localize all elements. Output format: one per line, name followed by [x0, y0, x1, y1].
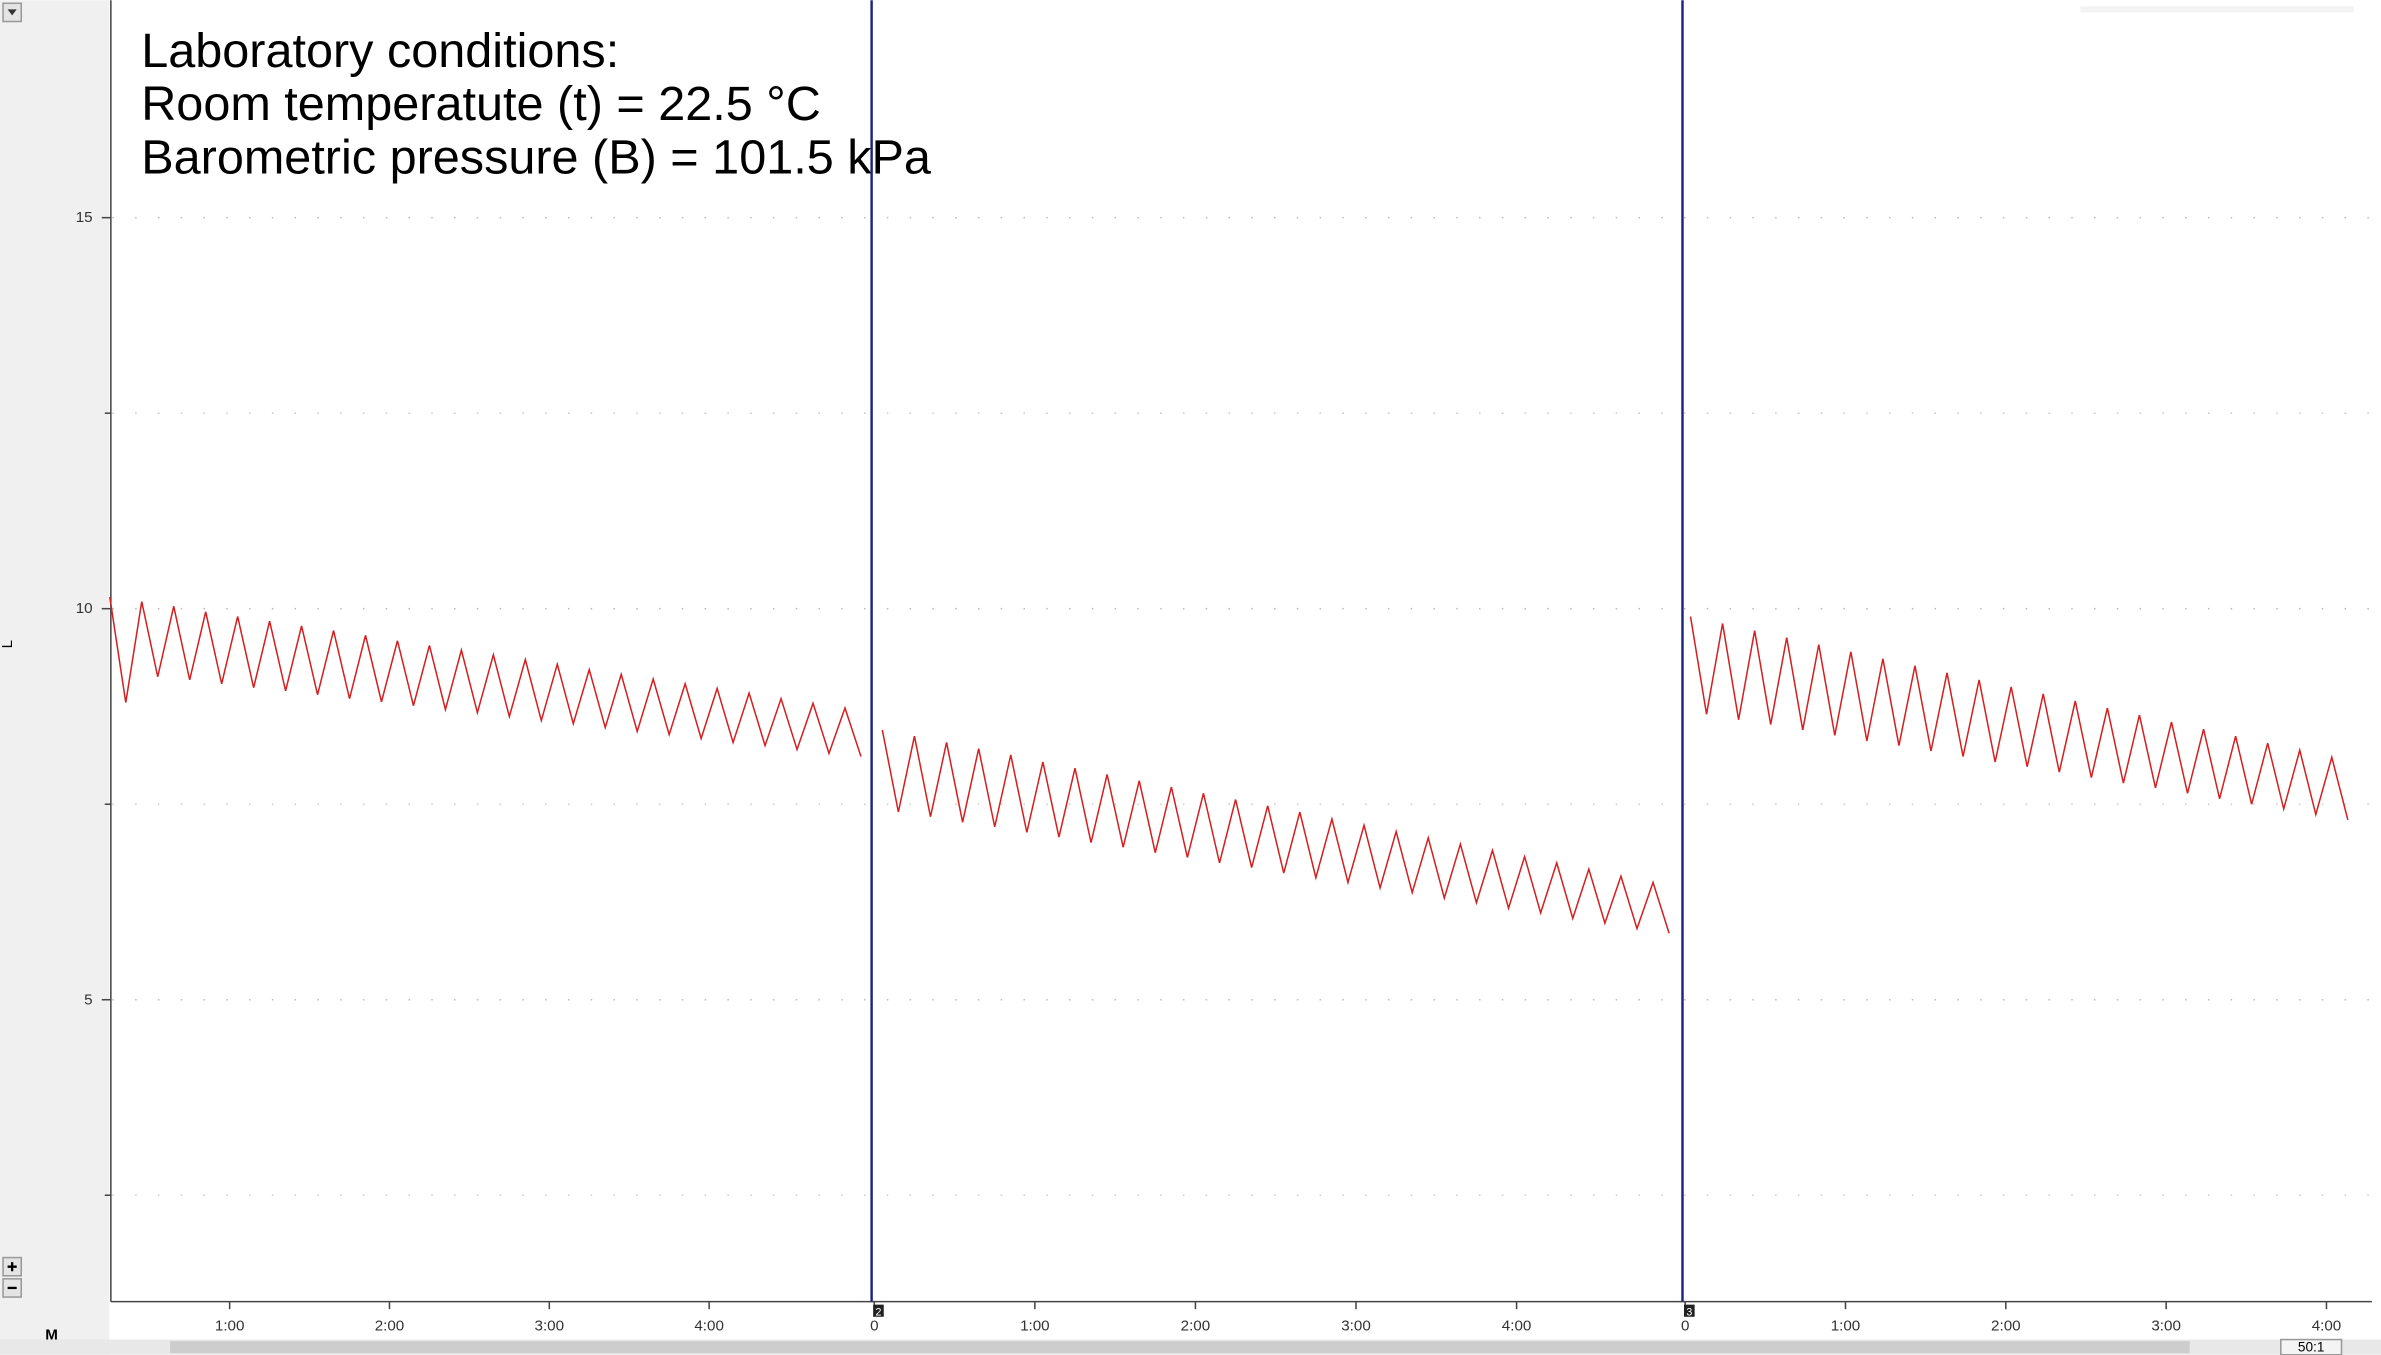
annotation: Barometric pressure (B) = 101.5 kPa [141, 130, 932, 184]
x-tick-label: 0 [1681, 1317, 1689, 1334]
x-tick-label: 2:00 [1181, 1317, 1211, 1334]
y-tick-label: 10 [76, 600, 93, 617]
x-tick-label: 3:00 [535, 1317, 565, 1334]
block-marker-box [873, 1304, 884, 1317]
plus-icon [7, 1262, 17, 1272]
x-tick-label: 4:00 [1502, 1317, 1532, 1334]
x-tick-label: 0 [870, 1317, 878, 1334]
y-tick-label: 5 [84, 991, 92, 1008]
x-tick-label: 2:00 [1991, 1317, 2021, 1334]
trace [1689, 616, 2349, 821]
menu-button[interactable]: M [45, 1327, 58, 1344]
annotation: Laboratory conditions: [141, 24, 619, 78]
x-tick-label: 3:00 [1341, 1317, 1371, 1334]
block-marker: 3 [1686, 1306, 1692, 1318]
zoom-ratio: 50:1 [2298, 1340, 2325, 1355]
x-tick-label: 4:00 [2312, 1317, 2342, 1334]
x-tick-label: 1:00 [215, 1317, 245, 1334]
x-tick-label: 1:00 [1020, 1317, 1050, 1334]
trace [109, 596, 862, 757]
block-marker-box [1684, 1304, 1695, 1317]
x-tick-label: 1:00 [1831, 1317, 1861, 1334]
annotation: Room temperatute (t) = 22.5 °C [141, 77, 821, 131]
x-tick-label: 4:00 [694, 1317, 724, 1334]
x-tick-label: 3:00 [2151, 1317, 2181, 1334]
scroll-thumb[interactable] [170, 1341, 2190, 1354]
block-marker: 2 [875, 1306, 881, 1318]
y-tick-label: 15 [76, 209, 93, 226]
x-tick-label: 2:00 [375, 1317, 405, 1334]
top-strip [2080, 6, 2354, 13]
left-panel [0, 0, 110, 1355]
dropdown-icon [7, 9, 17, 16]
trace [881, 729, 1670, 934]
y-axis-label: L [0, 640, 16, 648]
